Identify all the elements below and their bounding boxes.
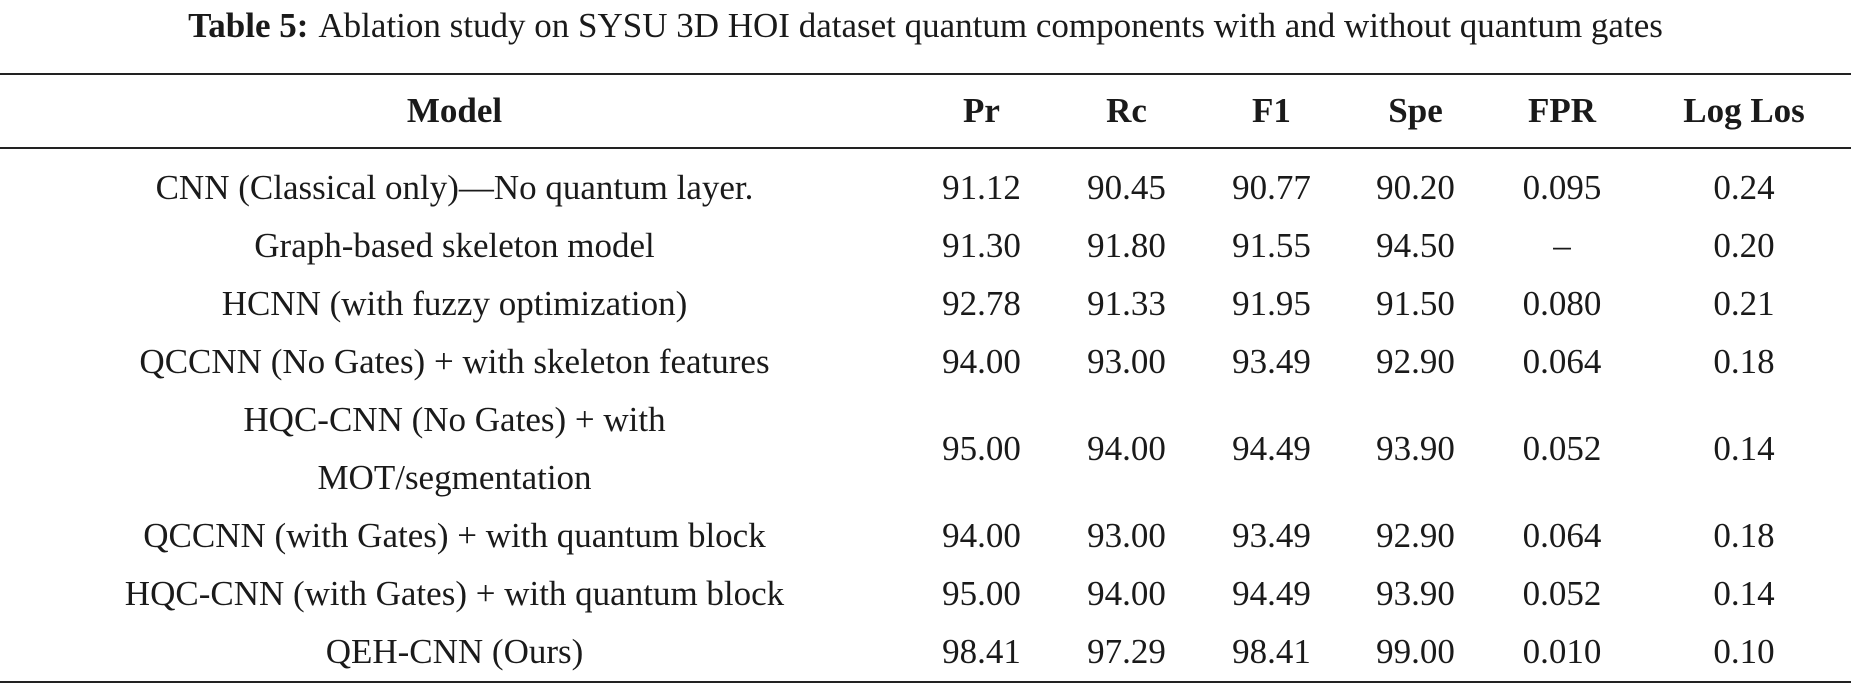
table-row: HCNN (with fuzzy optimization) 92.78 91.33… — [0, 275, 1851, 333]
metric-cell: 91.12 — [942, 168, 1021, 207]
metric-cell: 98.41 — [942, 632, 1021, 671]
column-header: Rc — [1106, 91, 1147, 130]
metric-cell: 91.95 — [1232, 284, 1311, 323]
column-header: Log Los — [1683, 91, 1805, 130]
metric-cell: 90.20 — [1376, 168, 1455, 207]
model-cell: QCCNN (No Gates) + with skeleton feature… — [139, 342, 770, 381]
metric-cell: 95.00 — [942, 429, 1021, 468]
metric-cell: 95.00 — [942, 574, 1021, 613]
metric-cell: 97.29 — [1087, 632, 1166, 671]
metric-cell: 93.90 — [1376, 429, 1455, 468]
model-line: HQC-CNN (No Gates) + with — [243, 400, 666, 439]
metric-cell: 0.052 — [1522, 429, 1602, 468]
metric-cell: 93.00 — [1087, 516, 1166, 555]
metric-cell: 0.14 — [1713, 574, 1775, 613]
metric-cell: 0.052 — [1522, 574, 1602, 613]
metric-cell: 94.50 — [1376, 226, 1455, 265]
metric-cell: 0.080 — [1522, 284, 1602, 323]
column-header: F1 — [1252, 91, 1291, 130]
metric-cell: 0.095 — [1522, 168, 1602, 207]
metric-cell: 91.50 — [1376, 284, 1455, 323]
table-row: QCCNN (No Gates) + with skeleton feature… — [0, 333, 1851, 391]
metric-cell: 92.78 — [942, 284, 1021, 323]
metric-cell: 92.90 — [1376, 342, 1455, 381]
metric-cell: 91.55 — [1232, 226, 1311, 265]
model-cell: HQC-CNN (with Gates) + with quantum bloc… — [124, 574, 785, 613]
metric-cell: 93.49 — [1232, 342, 1311, 381]
header-row: Model Pr Rc F1 Spe FPR Log Los — [0, 74, 1851, 148]
metric-cell: 94.00 — [942, 516, 1021, 555]
caption-label: Table 5: — [188, 6, 309, 45]
table-row: HQC-CNN (No Gates) + with MOT/segmentatio… — [0, 391, 1851, 507]
model-cell: HCNN (with fuzzy optimization) — [221, 284, 688, 323]
table-row: HQC-CNN (with Gates) + with quantum bloc… — [0, 565, 1851, 623]
column-header: FPR — [1527, 91, 1597, 130]
column-header: Model — [406, 91, 503, 130]
model-cell: QCCNN (with Gates) + with quantum block — [143, 516, 766, 555]
metric-cell: 90.77 — [1232, 168, 1311, 207]
model-cell: HQC-CNN (No Gates) + with MOT/segmentatio… — [0, 391, 909, 507]
metric-cell: 93.00 — [1087, 342, 1166, 381]
table-head: Model Pr Rc F1 Spe FPR Log Los — [0, 74, 1851, 148]
metric-cell: 0.24 — [1713, 168, 1775, 207]
metric-cell: 91.80 — [1087, 226, 1166, 265]
metric-cell: 91.30 — [942, 226, 1021, 265]
table-body: CNN (Classical only)—No quantum layer. 91… — [0, 148, 1851, 682]
metric-cell: 0.18 — [1713, 342, 1775, 381]
table-row: QEH-CNN (Ours) 98.41 97.29 98.41 99.00 0.010 0… — [0, 623, 1851, 682]
table-row: CNN (Classical only)—No quantum layer. 91… — [0, 148, 1851, 217]
metric-cell: 0.010 — [1522, 632, 1602, 671]
metric-cell: 0.14 — [1713, 429, 1775, 468]
caption-text: Ablation study on SYSU 3D HOI dataset qu… — [318, 6, 1663, 45]
metric-cell: 0.064 — [1522, 342, 1602, 381]
metric-cell: – — [1553, 226, 1571, 265]
metric-cell: 91.33 — [1087, 284, 1166, 323]
model-cell: Graph-based skeleton model — [254, 226, 655, 265]
column-header: Spe — [1388, 91, 1443, 130]
model-cell: CNN (Classical only)—No quantum layer. — [155, 168, 754, 207]
metric-cell: 99.00 — [1376, 632, 1455, 671]
model-cell: QEH-CNN (Ours) — [325, 632, 584, 671]
metric-cell: 0.21 — [1713, 284, 1775, 323]
metric-cell: 98.41 — [1232, 632, 1311, 671]
metric-cell: 94.49 — [1232, 574, 1311, 613]
table-row: QCCNN (with Gates) + with quantum block 9… — [0, 507, 1851, 565]
results-table: Model Pr Rc F1 Spe FPR Log Los CNN (Classical … — [0, 73, 1851, 683]
metric-cell: 94.49 — [1232, 429, 1311, 468]
table-row: Graph-based skeleton model 91.30 91.80 91.5… — [0, 217, 1851, 275]
metric-cell: 0.064 — [1522, 516, 1602, 555]
metric-cell: 92.90 — [1376, 516, 1455, 555]
model-line: MOT/segmentation — [317, 458, 592, 497]
metric-cell: 0.18 — [1713, 516, 1775, 555]
metric-cell: 90.45 — [1087, 168, 1166, 207]
metric-cell: 94.00 — [942, 342, 1021, 381]
metric-cell: 94.00 — [1087, 574, 1166, 613]
column-header: Pr — [963, 91, 1000, 130]
metric-cell: 0.20 — [1713, 226, 1775, 265]
table-caption: Table 5: Ablation study on SYSU 3D HOI da… — [0, 0, 1851, 54]
metric-cell: 93.90 — [1376, 574, 1455, 613]
metric-cell: 93.49 — [1232, 516, 1311, 555]
metric-cell: 94.00 — [1087, 429, 1166, 468]
metric-cell: 0.10 — [1713, 632, 1775, 671]
